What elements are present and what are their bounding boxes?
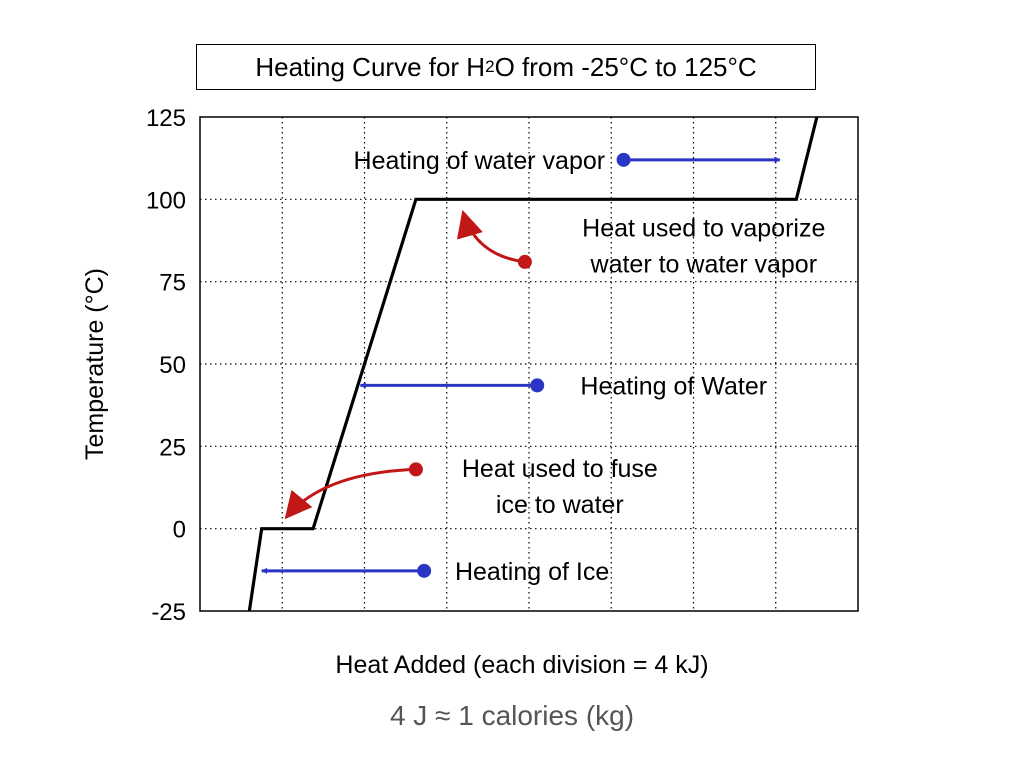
y-tick-label: 25 (159, 434, 186, 461)
y-tick-label: 125 (146, 105, 186, 132)
y-tick-label: 0 (173, 517, 186, 544)
annotation-fuse: Heat used to fuse ice to water (284, 455, 658, 520)
annotation-label-ice: Heating of Ice (455, 558, 609, 586)
y-tick-label: 50 (159, 352, 186, 379)
chart-title-suffix: O from -25°C to 125°C (494, 51, 757, 82)
annotation-label-vaporize: Heat used to vaporize (582, 214, 825, 242)
x-axis-label: Heat Added (each division = 4 kJ) (335, 651, 708, 679)
annotation-dot-ice (417, 563, 432, 578)
annotation-water: Heating of Water (359, 372, 767, 400)
annotation-label-water: Heating of Water (580, 372, 767, 400)
annotation-arrow-fuse (284, 467, 416, 520)
annotation-vaporize: Heat used to vaporize water to water vapo… (456, 209, 825, 278)
y-axis-label: Temperature (°C) (81, 268, 109, 460)
annotation-label-vaporize: water to water vapor (590, 250, 818, 278)
annotation-dot-fuse (408, 462, 423, 477)
heating-curve-line (247, 116, 819, 612)
chart-title-subscript: 2 (485, 57, 495, 76)
plot-frame (199, 116, 859, 612)
annotation-dot-vaporize (517, 254, 532, 269)
annotation-layer: Heating of water vapor Heat used to vapor… (261, 147, 825, 586)
annotation-vapor: Heating of water vapor (354, 147, 781, 175)
y-tick-label: 75 (159, 270, 186, 297)
conversion-note: 4 J ≈ 1 calories (kg) (389, 700, 635, 731)
annotation-ice: Heating of Ice (261, 558, 609, 586)
annotation-dot-vapor (616, 152, 631, 167)
grid-layer (200, 117, 858, 611)
curve-layer (247, 116, 819, 612)
y-tick-label: -25 (151, 599, 186, 626)
y-tick-label: 100 (146, 187, 186, 214)
annotation-label-fuse: Heat used to fuse (462, 455, 658, 483)
chart-title-prefix: Heating Curve for H (255, 51, 486, 82)
y-tick-labels: 125 100 75 50 25 0 -25 (146, 105, 186, 626)
annotation-arrow-vaporize (456, 209, 526, 264)
annotation-label-fuse: ice to water (496, 491, 624, 519)
annotation-label-vapor: Heating of water vapor (354, 147, 606, 175)
annotation-dot-water (530, 378, 545, 393)
